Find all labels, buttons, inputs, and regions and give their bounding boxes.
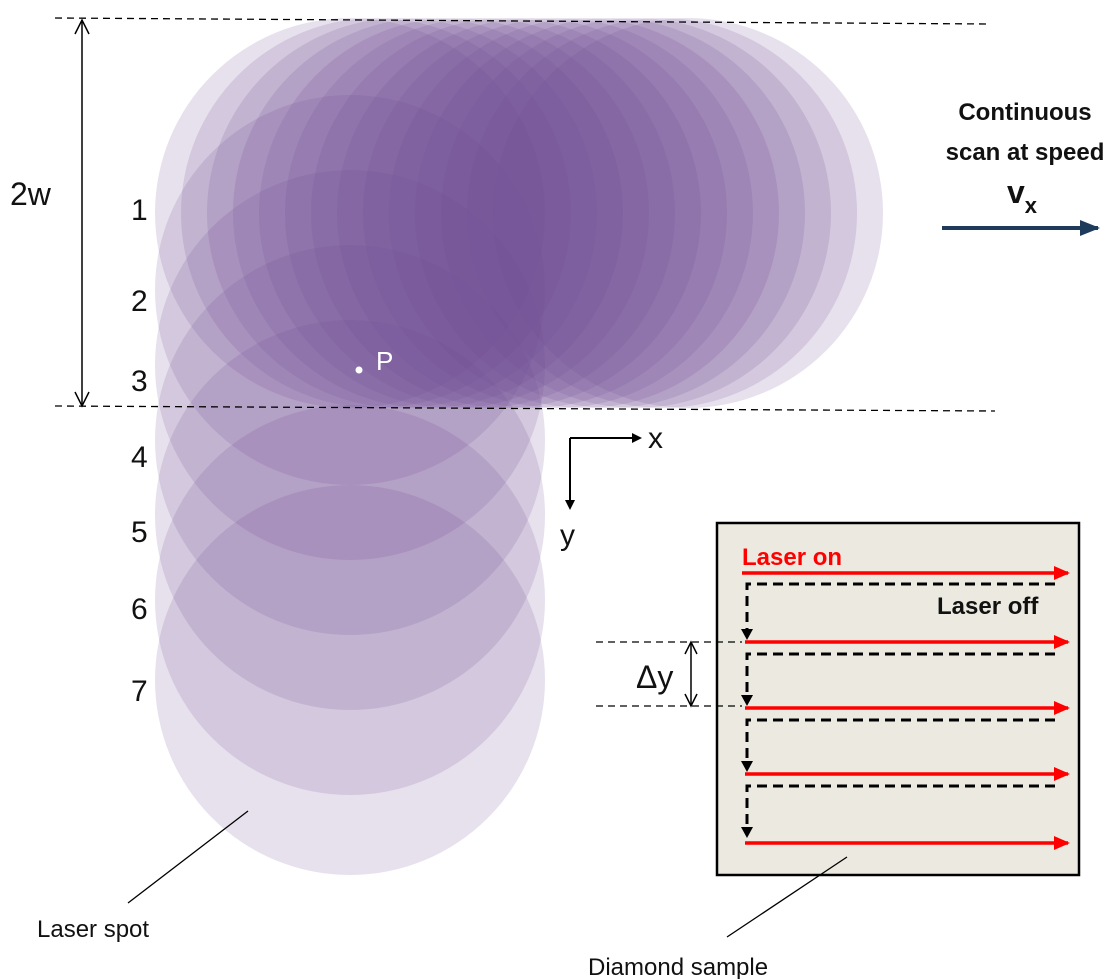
- delta-y-arrow-bottom-icon: [684, 693, 698, 708]
- y-axis-label: y: [560, 519, 575, 552]
- diamond-sample-label: Diamond sample: [588, 954, 768, 979]
- laser-spot-circle: [337, 18, 727, 408]
- velocity-label: vx: [1007, 174, 1038, 218]
- laser-spot-circle: [363, 18, 753, 408]
- diamond-sample-callout-line: [726, 856, 848, 938]
- laser-off-label: Laser off: [937, 593, 1039, 620]
- laser-spot-circle: [155, 245, 545, 635]
- row-label-7: 7: [131, 675, 148, 708]
- row-label-4: 4: [131, 441, 148, 474]
- delta-y-arrow-top-icon: [684, 640, 698, 655]
- laser-spots: [155, 18, 883, 875]
- laser-spot-circle: [155, 95, 545, 485]
- laser-spot-circle: [155, 170, 545, 560]
- height-arrow-top-icon: [74, 18, 90, 35]
- row-label-3: 3: [131, 365, 148, 398]
- laser-off-return-paths: [745, 582, 1055, 830]
- laser-spot-circle: [181, 18, 571, 408]
- laser-spot-circle: [155, 405, 545, 795]
- row-label-5: 5: [131, 516, 148, 549]
- laser-spot-circle: [493, 18, 883, 408]
- row-label-2: 2: [131, 285, 148, 318]
- laser-spot-circle: [441, 18, 831, 408]
- laser-spot-circle: [155, 320, 545, 710]
- laser-spot-callout-line: [127, 810, 249, 904]
- laser-spot-circle: [155, 485, 545, 875]
- laser-on-label: Laser on: [742, 544, 842, 571]
- x-axis-label: x: [648, 422, 663, 455]
- scan-text-line2: scan at speed: [946, 139, 1105, 166]
- laser-spot-circle: [207, 18, 597, 408]
- point-p-label: P: [376, 346, 393, 376]
- height-arrow-bottom-icon: [74, 391, 90, 408]
- row-label-1: 1: [131, 194, 148, 227]
- velocity-subscript: x: [1025, 193, 1038, 218]
- laser-spot-circle: [285, 18, 675, 408]
- diamond-sample-panel: [715, 521, 1081, 877]
- scan-text-line1: Continuous: [958, 99, 1091, 126]
- laser-spot-label: Laser spot: [37, 916, 149, 943]
- laser-off-arrowheads: [741, 629, 753, 838]
- laser-spot-circle: [389, 18, 779, 408]
- laser-spot-circle: [311, 18, 701, 408]
- row-label-6: 6: [131, 593, 148, 626]
- bottom-dashed-line: [54, 405, 996, 412]
- laser-spot-circle: [155, 18, 545, 408]
- delta-y-label: Δy: [636, 659, 673, 695]
- height-label: 2w: [10, 176, 52, 212]
- velocity-main: v: [1007, 174, 1025, 210]
- point-p-marker: [355, 366, 363, 374]
- laser-spot-circle: [259, 18, 649, 408]
- laser-spot-circle: [467, 18, 857, 408]
- laser-spot-circle: [415, 18, 805, 408]
- laser-spot-circle: [233, 18, 623, 408]
